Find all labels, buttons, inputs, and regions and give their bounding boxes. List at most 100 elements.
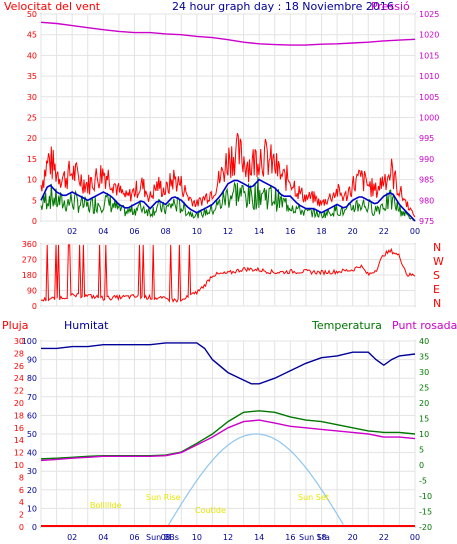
first-light-label: Bolllllde: [90, 501, 122, 510]
sun-labels: Bolllllde Sun Rise Coutlde Sun Set Sun B…: [90, 493, 330, 542]
rain-label: Pluja: [2, 319, 28, 332]
dir-label-s: S: [433, 269, 440, 282]
x-tick-label: 18: [316, 227, 326, 236]
y2-tick-label: -10: [419, 492, 432, 501]
sunrise-label: Sun Rise: [146, 493, 181, 502]
x-tick-label: 02: [67, 227, 77, 236]
wind-gust-line: [40, 133, 416, 218]
rain-tick-label: 6: [19, 486, 24, 495]
dir-label-w: W: [433, 255, 444, 268]
y2-tick-label: 980: [419, 196, 434, 205]
x-tick-label: 22: [379, 533, 389, 542]
y-tick-label: 90: [27, 287, 37, 296]
pressure-title: Pressió: [371, 0, 410, 13]
sun-peak-label: Coutlde: [195, 506, 226, 515]
y2-tick-label: -20: [419, 523, 432, 532]
x-tick-label: 00: [410, 533, 420, 542]
y2-tick-label: 5: [419, 446, 424, 455]
humidity-label: Humitat: [64, 319, 109, 332]
y-tick-label: 0: [32, 302, 37, 311]
x-tick-label: 12: [223, 227, 233, 236]
y-tick-label: 25: [27, 114, 37, 123]
x-tick-label: 00: [410, 227, 420, 236]
x-tick-label: 06: [129, 533, 139, 542]
solar-curve: [166, 433, 344, 528]
x-tick-label: 14: [254, 227, 264, 236]
dewpoint-label: Punt rosada: [392, 319, 457, 332]
y-tick-label: 100: [22, 337, 37, 346]
y-tick-label: 80: [27, 374, 37, 383]
rain-tick-label: 20: [14, 399, 24, 408]
y-tick-label: 20: [27, 486, 37, 495]
x-tick-label: 08: [161, 227, 171, 236]
y2-tick-label: 1015: [419, 51, 439, 60]
wind-speed-line: [40, 176, 416, 222]
rain-tick-label: 10: [14, 461, 24, 470]
direction-series: [40, 244, 416, 303]
x-tick-label: 04: [98, 533, 108, 542]
humidity-series: [40, 342, 416, 528]
y2-tick-label: -15: [419, 508, 432, 517]
dir-label-n-bottom: N: [433, 297, 441, 310]
y-tick-label: 180: [22, 271, 37, 280]
graph-title: 24 hour graph day : 18 Noviembre 2016: [172, 0, 394, 13]
y2-tick-label: 1010: [419, 72, 439, 81]
y2-tick-label: 10: [419, 430, 429, 439]
y-tick-label: 5: [32, 196, 37, 205]
y2-tick-label: 15: [419, 415, 429, 424]
y2-tick-label: 990: [419, 155, 434, 164]
y-tick-label: 15: [27, 155, 37, 164]
direction-line: [40, 244, 416, 303]
rain-tick-label: 12: [14, 449, 24, 458]
y-tick-label: 10: [27, 504, 37, 513]
y-tick-label: 40: [27, 449, 37, 458]
sun-bbc-label: Sun BBs: [146, 533, 179, 542]
dir-label-n-top: N: [433, 241, 441, 254]
sun-sta-label: Sun Sta: [299, 533, 330, 542]
y2-tick-label: 1000: [419, 114, 439, 123]
x-tick-label: 20: [348, 533, 358, 542]
rain-tick-label: 16: [14, 424, 24, 433]
y2-tick-label: 35: [419, 353, 429, 362]
y2-tick-label: 25: [419, 384, 429, 393]
wind-average-line: [40, 178, 416, 222]
x-tick-label: 14: [254, 533, 264, 542]
y-tick-label: 50: [27, 10, 37, 19]
sunset-label: Sun Set: [298, 493, 329, 502]
y2-tick-label: 975: [419, 217, 434, 226]
y-tick-label: 10: [27, 176, 37, 185]
x-tick-label: 10: [192, 533, 202, 542]
humidity-line: [41, 342, 416, 385]
wind-series: [40, 21, 416, 222]
rain-tick-label: 22: [14, 387, 24, 396]
x-tick-label: 12: [223, 533, 233, 542]
x-tick-label: 10: [192, 227, 202, 236]
y-tick-label: 0: [32, 217, 37, 226]
y2-tick-label: 40: [419, 337, 429, 346]
y2-tick-label: 1025: [419, 10, 439, 19]
y2-tick-label: 1020: [419, 31, 439, 40]
y2-tick-label: -5: [419, 477, 427, 486]
y-tick-label: 45: [27, 31, 37, 40]
x-tick-label: 18: [316, 533, 326, 542]
rain-tick-label: 18: [14, 411, 24, 420]
pressure-line: [40, 21, 416, 46]
x-tick-label: 16: [285, 227, 295, 236]
y-tick-label: 360: [22, 240, 37, 249]
rain-tick-label: 2: [19, 511, 24, 520]
humidity-axes: 0102030405060708090100-20-15-10-50510152…: [14, 337, 432, 542]
humidity-grid: [40, 340, 416, 528]
rain-tick-label: 0: [19, 523, 24, 532]
dir-label-e: E: [433, 283, 440, 296]
rain-tick-label: 28: [14, 349, 24, 358]
rain-tick-label: 26: [14, 362, 24, 371]
x-tick-label: 16: [285, 533, 295, 542]
y-tick-label: 35: [27, 72, 37, 81]
y-tick-label: 60: [27, 411, 37, 420]
y2-tick-label: 30: [419, 368, 429, 377]
direction-grid: [40, 243, 416, 307]
y-tick-label: 30: [27, 93, 37, 102]
rain-tick-label: 24: [14, 374, 24, 383]
x-tick-label: 22: [379, 227, 389, 236]
